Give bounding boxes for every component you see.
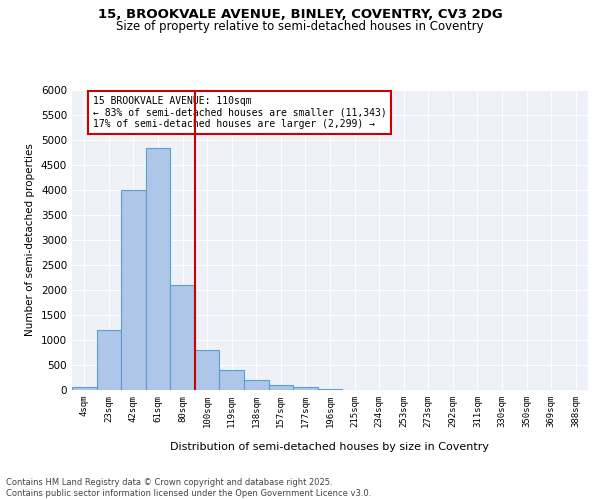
Text: 15, BROOKVALE AVENUE, BINLEY, COVENTRY, CV3 2DG: 15, BROOKVALE AVENUE, BINLEY, COVENTRY, … [98, 8, 502, 20]
Text: Distribution of semi-detached houses by size in Coventry: Distribution of semi-detached houses by … [170, 442, 490, 452]
Bar [220, 370, 244, 390]
Bar [293, 387, 318, 390]
Y-axis label: Number of semi-detached properties: Number of semi-detached properties [25, 144, 35, 336]
Bar [97, 330, 121, 390]
Bar [244, 380, 269, 390]
Bar [195, 350, 220, 390]
Bar [72, 386, 97, 390]
Bar [318, 388, 342, 390]
Bar [170, 285, 195, 390]
Bar [121, 190, 146, 390]
Text: Contains HM Land Registry data © Crown copyright and database right 2025.
Contai: Contains HM Land Registry data © Crown c… [6, 478, 371, 498]
Bar [269, 385, 293, 390]
Text: 15 BROOKVALE AVENUE: 110sqm
← 83% of semi-detached houses are smaller (11,343)
1: 15 BROOKVALE AVENUE: 110sqm ← 83% of sem… [92, 96, 386, 129]
Text: Size of property relative to semi-detached houses in Coventry: Size of property relative to semi-detach… [116, 20, 484, 33]
Bar [146, 148, 170, 390]
